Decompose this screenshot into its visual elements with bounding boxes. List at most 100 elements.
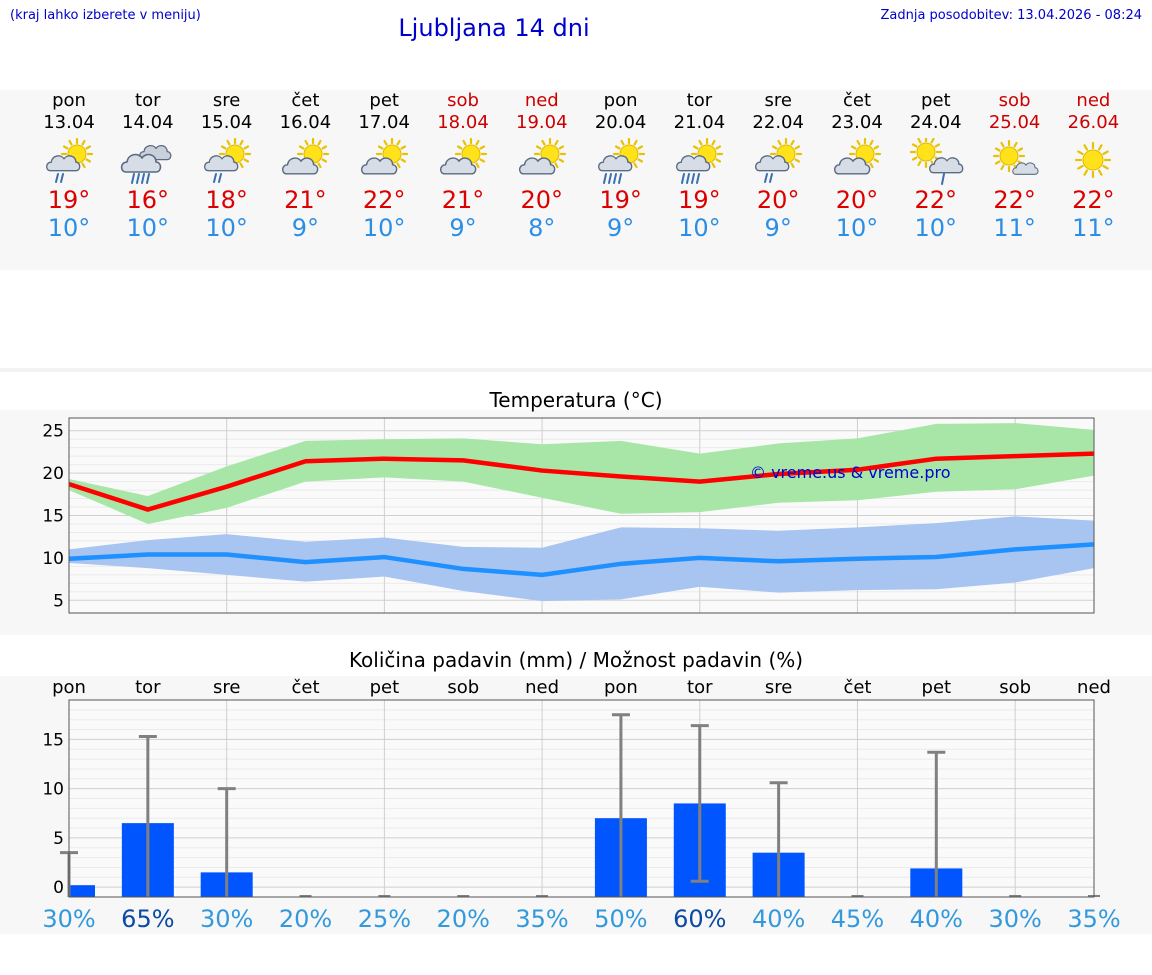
max-temperature: 21° [284, 186, 327, 214]
cloud-shape [282, 157, 319, 175]
y-tick-label: 0 [53, 878, 64, 898]
sun-icon [1075, 141, 1112, 179]
min-temperature: 10° [678, 214, 721, 242]
max-temperature: 21° [441, 186, 485, 214]
precipitation-probability: 30% [200, 905, 253, 933]
precipitation-chart: pon tor sre čet pet sob ned pon tor sre čet pet sob n… [42, 677, 1120, 933]
day-name: sre [212, 90, 241, 111]
day-column: ned 26.04 22° 11° [1054, 90, 1133, 242]
last-updated: Zadnja posodobitev: 13.04.2026 - 08:24 [880, 8, 1142, 23]
day-column: ned 19.04 20° 8° [502, 90, 581, 242]
min-temperature-line [68, 542, 1095, 578]
y-tick-label: 15 [42, 730, 64, 750]
day-column: čet 23.04 20° 10° [818, 90, 897, 242]
category-label: pet [370, 677, 400, 698]
day-name: pet [369, 90, 399, 111]
day-date: 13.04 [43, 112, 95, 133]
max-temperature: 18° [205, 186, 248, 214]
rain-shape [764, 173, 774, 183]
sun-cloud-heavy-rain-icon [676, 138, 724, 184]
day-name: pet [921, 90, 951, 111]
forecast-strip [0, 90, 1152, 270]
day-date: 15.04 [200, 112, 253, 133]
max-temperature: 19° [599, 186, 642, 214]
rain-shape [212, 173, 222, 183]
day-column: sre 22.04 20° 9° [739, 90, 818, 242]
cloud-shape [120, 153, 162, 173]
max-temperature: 22° [993, 186, 1036, 214]
sun-cloud-icon [833, 138, 882, 175]
temperature-chart: 5 10 15 20 25 © vreme.us & vreme.pro [42, 417, 1095, 614]
precipitation-probability: 30% [42, 905, 95, 933]
rain-shape [55, 173, 64, 183]
precipitation-probability: 20% [279, 905, 332, 933]
sun-cloud-icon [282, 138, 330, 175]
day-column: tor 21.04 19° 10° [660, 90, 739, 242]
precipitation-bar [69, 885, 95, 897]
category-label: sob [999, 677, 1031, 698]
cloud-shape [676, 155, 711, 172]
day-column: sob 18.04 21° 9° [424, 90, 503, 242]
max-temperature: 20° [756, 186, 800, 214]
max-temperature: 16° [126, 186, 170, 214]
min-temperature: 9° [291, 214, 320, 242]
day-date: 14.04 [122, 112, 174, 133]
sun-shape [1075, 141, 1112, 179]
max-temperature: 20° [520, 186, 564, 214]
day-name: čet [842, 90, 872, 111]
min-temperature: 10° [362, 214, 406, 242]
day-date: 18.04 [437, 112, 489, 133]
cloud-shape [361, 157, 398, 175]
page-title: Ljubljana 14 dni [398, 14, 590, 42]
precipitation-probability: 40% [910, 905, 963, 933]
precipitation-probability: 60% [673, 905, 726, 933]
day-date: 23.04 [831, 112, 883, 133]
day-date: 16.04 [279, 112, 332, 133]
cloud-shape [46, 155, 81, 172]
sun-cloud-icon [518, 138, 566, 175]
sun-cloud-rain-icon [46, 138, 94, 183]
min-temperature: 10° [835, 214, 879, 242]
y-tick-label: 5 [53, 591, 64, 611]
cloud-shape [928, 157, 964, 174]
category-label: pet [922, 677, 952, 698]
max-temperature: 19° [47, 186, 91, 214]
day-date: 25.04 [988, 112, 1041, 133]
day-name: pon [603, 90, 638, 111]
max-temperature: 22° [914, 186, 958, 214]
precipitation-probability: 20% [437, 905, 490, 933]
max-temperature: 20° [835, 186, 879, 214]
min-temperature: 10° [126, 214, 170, 242]
sun-shape [992, 139, 1025, 173]
cloud-shape [518, 157, 556, 175]
min-range-band [69, 516, 1094, 602]
day-name: sob [447, 90, 479, 111]
rain-shape [602, 173, 622, 184]
precipitation-probability: 35% [515, 905, 568, 933]
rain-shape [130, 173, 150, 184]
day-column: čet 16.04 21° 9° [266, 90, 345, 242]
y-tick-label: 5 [53, 829, 64, 849]
y-tick-label: 10 [42, 780, 64, 800]
category-label: ned [525, 677, 559, 698]
watermark: © vreme.us & vreme.pro [750, 463, 951, 482]
min-temperature: 11° [1072, 214, 1115, 242]
day-name: pon [52, 90, 86, 111]
min-temperature: 9° [606, 214, 635, 242]
min-temperature: 10° [914, 214, 958, 242]
category-label: čet [292, 677, 320, 698]
y-tick-label: 25 [42, 422, 64, 442]
category-label: ned [1077, 677, 1111, 698]
rain-shape [681, 173, 701, 184]
sun-cloud-rain-icon [755, 138, 803, 183]
category-label: čet [843, 677, 871, 698]
precipitation-probability: 25% [358, 905, 411, 933]
day-name: tor [686, 90, 713, 111]
category-label: sre [765, 677, 792, 698]
sun-cloud-icon [439, 138, 488, 175]
max-temperature-line [68, 451, 1095, 512]
day-date: 20.04 [594, 112, 647, 133]
precipitation-probability: 50% [594, 905, 647, 933]
sun-cloud-icon [361, 138, 409, 175]
day-column: pon 13.04 19° 10° [30, 90, 109, 242]
